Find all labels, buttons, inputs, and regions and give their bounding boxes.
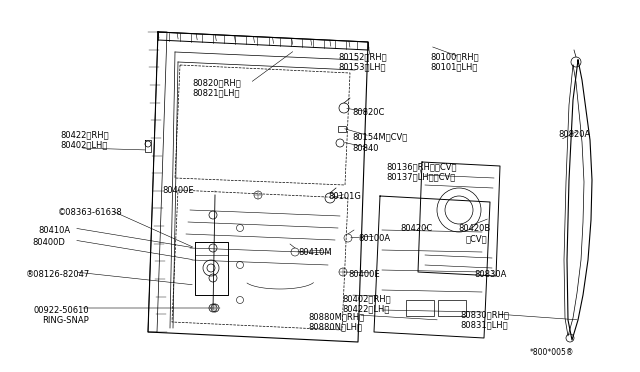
Bar: [438, 300, 466, 316]
Text: 80402〈LH〉: 80402〈LH〉: [60, 140, 108, 149]
Text: 80100A: 80100A: [358, 234, 390, 243]
Bar: [406, 300, 434, 316]
Text: 80420B: 80420B: [458, 224, 490, 233]
Text: 80101〈LH〉: 80101〈LH〉: [430, 62, 477, 71]
Text: RING-SNAP: RING-SNAP: [42, 316, 89, 325]
Text: 80410M: 80410M: [298, 248, 332, 257]
Text: ®08126-82047: ®08126-82047: [26, 270, 90, 279]
Text: 80831〈LH〉: 80831〈LH〉: [460, 320, 508, 329]
Text: 80152〈RH〉: 80152〈RH〉: [338, 52, 387, 61]
Text: *800*005®: *800*005®: [530, 348, 574, 357]
Text: 〈CV〉: 〈CV〉: [466, 234, 488, 243]
Text: 80137〈LH〉〈CV〉: 80137〈LH〉〈CV〉: [386, 172, 455, 181]
Text: 80400D: 80400D: [32, 238, 65, 247]
Text: 80136〈RH〉〈CV〉: 80136〈RH〉〈CV〉: [386, 162, 456, 171]
Text: 80880M〈RH〉: 80880M〈RH〉: [308, 312, 364, 321]
Text: 80422〈LH〉: 80422〈LH〉: [342, 304, 389, 313]
Text: 80821〈LH〉: 80821〈LH〉: [192, 88, 239, 97]
Text: 00922-50610: 00922-50610: [34, 306, 90, 315]
Bar: [338, 126, 346, 132]
Text: 80400E: 80400E: [348, 270, 380, 279]
Text: 80154M〈CV〉: 80154M〈CV〉: [352, 132, 407, 141]
Text: 80422〈RH〉: 80422〈RH〉: [60, 130, 109, 139]
Text: 80820A: 80820A: [558, 130, 590, 139]
Text: 80830〈RH〉: 80830〈RH〉: [460, 310, 509, 319]
Text: 80820C: 80820C: [352, 108, 385, 117]
Text: 80410A: 80410A: [38, 226, 70, 235]
Text: 80402〈RH〉: 80402〈RH〉: [342, 294, 390, 303]
Text: 80153〈LH〉: 80153〈LH〉: [338, 62, 385, 71]
Text: 80100〈RH〉: 80100〈RH〉: [430, 52, 479, 61]
Text: 80101G: 80101G: [328, 192, 361, 201]
Text: 80880N〈LH〉: 80880N〈LH〉: [308, 322, 362, 331]
Text: 80820〈RH〉: 80820〈RH〉: [192, 78, 241, 87]
Text: 80420C: 80420C: [400, 224, 432, 233]
Text: ©08363-61638: ©08363-61638: [58, 208, 123, 217]
Text: 80840: 80840: [352, 144, 378, 153]
Text: 80400E: 80400E: [162, 186, 194, 195]
Text: 80830A: 80830A: [474, 270, 506, 279]
